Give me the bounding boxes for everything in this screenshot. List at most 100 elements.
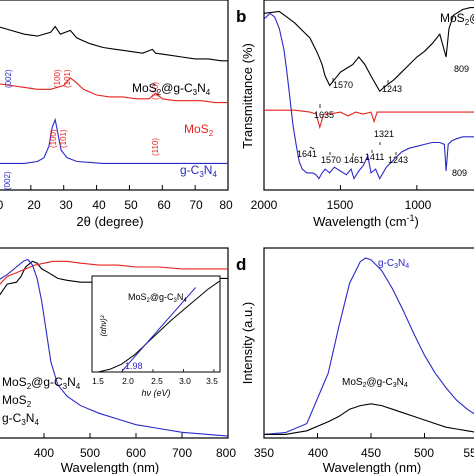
panel-c-legend-composite: MoS2@g-C3N4 <box>2 375 81 391</box>
panel-a-annotation: (100) <box>53 69 62 88</box>
panel-d-tick-label: 55 <box>463 446 474 460</box>
panel-a-tick-label: 40 <box>92 198 106 212</box>
panel-d: d Intensity (a.u.) 350 400 450 500 55 Wa… <box>236 247 474 474</box>
panel-c-legend-mos2: MoS2 <box>2 393 32 409</box>
panel-a-tick-label: 80 <box>219 198 233 212</box>
panel-d-legend-gcn: g-C3N4 <box>378 258 409 270</box>
panel-c-tick-label: 700 <box>172 446 192 460</box>
panel-b-tick-label: 1500 <box>327 198 354 212</box>
series-line <box>263 257 474 435</box>
panel-b-arrows <box>309 78 397 156</box>
panel-b-annotation: 1243 <box>382 84 402 94</box>
panel-c-inset: 1.5 2.0 2.5 3.0 3.5 hν (eV) (αhν)² MoS2@… <box>91 275 221 398</box>
panel-a-legend-gcn: g-C3N4 <box>180 163 217 179</box>
panel-b-legend-composite: MoS2@g <box>440 11 474 27</box>
series-line <box>0 77 228 104</box>
panel-a-tick-label: 30 <box>59 198 73 212</box>
inset-tick-label: 3.5 <box>206 376 218 386</box>
panel-b-annotation: 1461 <box>344 155 364 165</box>
panel-d-xlabel: Wavelength (nm) <box>323 460 422 474</box>
panel-b-annotation: 1321 <box>374 129 394 139</box>
panel-c: 400 500 600 700 800 Wavelength (nm) MoS2… <box>0 247 236 474</box>
panel-a: 0 20 30 40 50 60 70 80 2θ (degree) (002)… <box>0 0 233 229</box>
panel-d-ticks <box>263 433 425 438</box>
series-line <box>263 12 474 180</box>
panel-b-xlabel-main: Wavelength (cm <box>313 214 406 229</box>
panel-c-tick-label: 800 <box>216 446 236 460</box>
panel-b-annotation: 1570 <box>333 80 353 90</box>
panel-b-annotation: 1570 <box>321 155 341 165</box>
panel-b-annotation: 1635 <box>314 110 334 120</box>
inset-fit-line <box>120 287 196 373</box>
panel-b-ticks <box>263 185 418 190</box>
series-line <box>263 7 474 93</box>
inset-bandgap-value: 1.98 <box>125 361 143 371</box>
panel-d-tick-label: 500 <box>414 446 434 460</box>
panel-a-xlabel: 2θ (degree) <box>76 214 143 229</box>
panel-a-legend-composite: MoS2@g-C3N4 <box>132 81 211 97</box>
panel-b-lines <box>263 7 474 180</box>
panel-d-tick-label: 400 <box>308 446 328 460</box>
panel-d-tick-label: 450 <box>361 446 381 460</box>
panel-d-ylabel: Intensity (a.u.) <box>240 302 255 384</box>
panel-c-frame <box>0 247 229 439</box>
panel-a-lines <box>0 25 228 164</box>
panel-a-annotation: (110) <box>151 82 160 100</box>
panel-a-legend-mos2: MoS2 <box>184 122 214 138</box>
series-line <box>0 260 228 285</box>
panel-a-annotation: (002) <box>3 171 12 190</box>
panel-d-legend-composite: MoS2@g-C3N4 <box>342 377 408 389</box>
series-line <box>264 109 474 130</box>
inset-curve <box>97 280 221 373</box>
inset-ylabel: (αhν)² <box>99 315 108 336</box>
panel-c-legend-gcn: g-C3N4 <box>2 411 39 427</box>
panel-c-tick-label: 400 <box>34 446 54 460</box>
panel-b-xlabel-end: ) <box>415 214 419 229</box>
panel-b-frame <box>263 0 474 191</box>
series-line <box>0 25 228 62</box>
panel-a-tick-label: 20 <box>27 198 41 212</box>
panel-b-annotation: 1411 <box>365 152 384 162</box>
inset-xlabel: hν (eV) <box>141 388 170 398</box>
panel-b-annotation: 809 <box>452 168 467 178</box>
inset-tick-label: 3.0 <box>179 376 191 386</box>
inset-frame <box>91 275 221 373</box>
panel-b-annotation: 809 <box>454 64 469 74</box>
inset-lines <box>91 280 221 373</box>
panel-a-tick-label: 70 <box>189 198 203 212</box>
panel-a-tick-label: 0 <box>0 198 4 212</box>
series-line <box>264 403 474 435</box>
panel-d-tick-label: 350 <box>254 446 274 460</box>
panel-a-tick-label: 50 <box>124 198 138 212</box>
panel-c-tick-label: 600 <box>126 446 146 460</box>
inset-tick-label: 1.5 <box>92 376 104 386</box>
panel-b-tick-label: 2000 <box>251 198 278 212</box>
panel-a-annotation: (101) <box>63 69 72 88</box>
panel-b-tick-label: 1000 <box>405 198 432 212</box>
series-line <box>0 117 228 164</box>
panel-b: b Transmittance (%) 2000 1500 1000 Wavel… <box>236 0 474 229</box>
inset-tick-label: 2.0 <box>122 376 134 386</box>
panel-a-tick-label: 60 <box>157 198 171 212</box>
panel-d-lines <box>263 257 474 435</box>
panel-a-annotation: (110) <box>151 138 160 156</box>
panel-c-ticks <box>43 433 229 438</box>
panel-b-annotation: 1243 <box>388 155 408 165</box>
panel-b-xlabel: Wavelength (cm-1) <box>313 213 419 229</box>
panel-b-xlabel-sup: -1 <box>407 213 415 223</box>
panel-b-annotation: 1641 <box>297 149 317 159</box>
panel-c-tick-label: 500 <box>80 446 100 460</box>
panel-a-annotation: (002) <box>4 69 13 88</box>
panel-a-annotation: (101) <box>59 129 68 148</box>
panel-a-ticks <box>30 185 229 190</box>
series-line <box>0 258 229 437</box>
panel-b-panel-label: b <box>236 7 246 26</box>
inset-legend: MoS2@g-C3N4 <box>128 292 187 304</box>
panel-a-frame <box>0 0 229 191</box>
panel-b-ylabel: Transmittance (%) <box>240 43 255 149</box>
panel-d-frame <box>263 247 474 439</box>
panel-c-xlabel: Wavelength (nm) <box>61 460 160 474</box>
panel-d-panel-label: d <box>236 255 246 274</box>
panel-a-annotation: (100) <box>49 129 58 148</box>
